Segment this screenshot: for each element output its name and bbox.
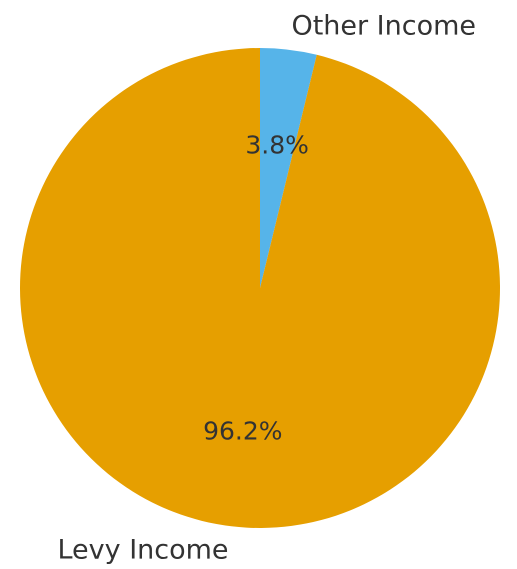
pie-labels: 3.8% Other Income 96.2% Levy Income [57,10,476,565]
pct-label-other-income: 3.8% [245,131,309,160]
pie-slice-other-income [260,48,317,288]
pie-slices [20,48,501,528]
pie-slice-levy-income [20,48,501,528]
pct-label-levy-income: 96.2% [203,416,282,445]
slice-label-levy-income: Levy Income [57,535,228,566]
slice-label-other-income: Other Income [291,10,476,41]
